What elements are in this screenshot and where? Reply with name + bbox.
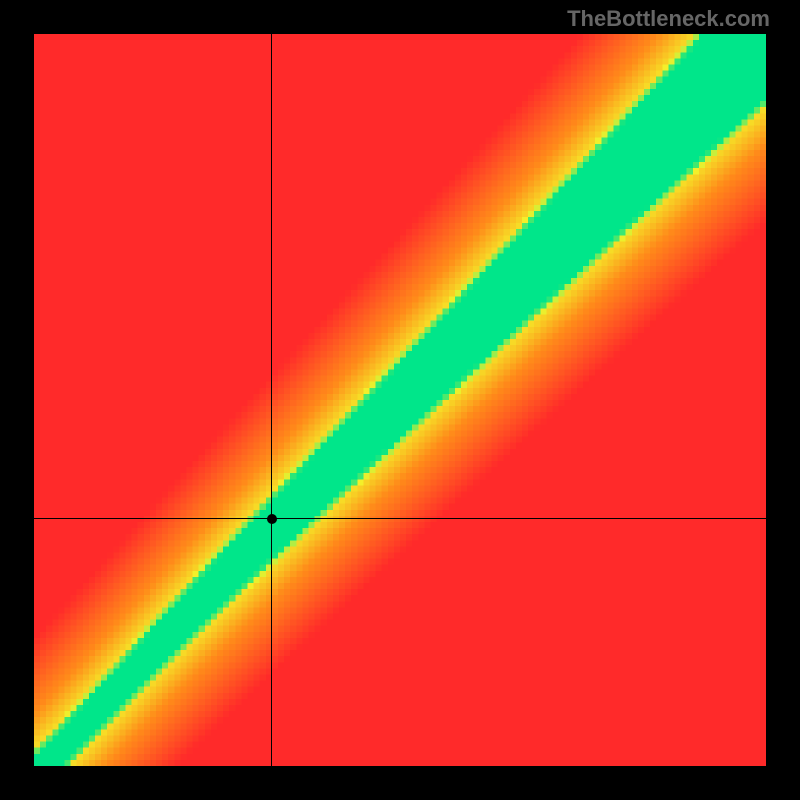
crosshair-vertical [271,34,272,766]
crosshair-marker [267,514,277,524]
heatmap-canvas [34,34,766,766]
watermark-text: TheBottleneck.com [567,6,770,32]
heatmap-plot [34,34,766,766]
crosshair-horizontal [34,518,766,519]
chart-container: TheBottleneck.com [0,0,800,800]
